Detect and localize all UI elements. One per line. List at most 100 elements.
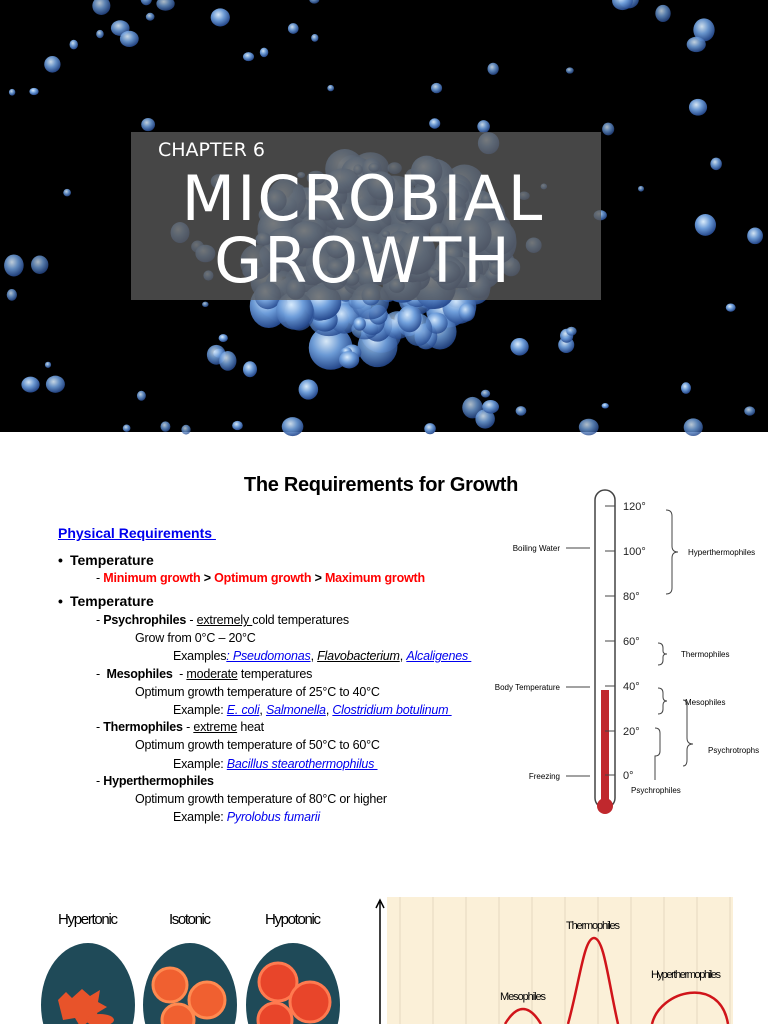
graph-bg xyxy=(387,897,733,1024)
blob xyxy=(683,418,703,437)
right-label: Thermophiles xyxy=(681,650,729,659)
text-run: Example: xyxy=(173,703,227,717)
text-run: , xyxy=(259,703,266,717)
text-run: , xyxy=(310,649,318,663)
blob xyxy=(747,227,763,245)
title-line: GROWTH xyxy=(214,224,512,297)
curve-label: Thermophiles xyxy=(566,920,621,932)
scale-label: 60° xyxy=(623,636,640,648)
cell-label: Isotonic xyxy=(169,911,212,928)
blob xyxy=(686,36,706,53)
text-run: - xyxy=(172,667,187,681)
blob xyxy=(44,361,52,368)
text-run: - xyxy=(96,613,104,627)
blob xyxy=(242,52,255,62)
text-line: - Thermophiles - extreme heat xyxy=(96,720,264,734)
text-line: - Mesophiles - moderate temperatures xyxy=(96,667,312,681)
text-line: Examples: Pseudomonas, Flavobacterium, A… xyxy=(173,649,471,663)
bullet-label: Temperature xyxy=(70,552,154,568)
blob xyxy=(181,424,191,435)
blob xyxy=(694,213,717,236)
blob xyxy=(510,337,529,356)
blob xyxy=(218,334,228,343)
text-line: - Minimum growth > Optimum growth > Maxi… xyxy=(96,571,425,585)
link[interactable]: : Pseudomonas xyxy=(226,649,311,663)
blob xyxy=(160,421,171,432)
blob xyxy=(311,34,319,42)
text-run: Psychrophiles xyxy=(103,613,187,627)
blob xyxy=(655,4,671,22)
blob xyxy=(688,98,708,116)
blob xyxy=(298,379,319,400)
left-label: Freezing xyxy=(529,772,560,781)
slide-title: The Requirements for Growth xyxy=(243,474,519,496)
scale-label: 20° xyxy=(623,726,640,738)
blob xyxy=(287,23,299,34)
blob xyxy=(693,18,715,42)
link[interactable]: Alcaligenes xyxy=(406,649,472,663)
text-line: - Hyperthermophiles xyxy=(96,774,214,788)
text-run: - xyxy=(96,667,107,681)
cell-label: Hypertonic xyxy=(58,911,119,928)
text-run: Mesophiles xyxy=(106,667,173,681)
right-label: Hyperthermophiles xyxy=(688,548,755,557)
text-run: Optimum growth temperature of 80°C or hi… xyxy=(135,792,387,806)
text-run: - xyxy=(96,571,104,585)
blob xyxy=(565,67,574,74)
text-run: Pyrolobus fumarii xyxy=(226,810,320,824)
text-run: heat xyxy=(237,720,264,734)
link[interactable]: Bacillus stearothermophilus xyxy=(226,757,378,771)
blob xyxy=(156,0,175,11)
link[interactable]: Flavobacterium xyxy=(317,649,400,663)
blob xyxy=(63,188,71,197)
text-run: Examples xyxy=(173,649,227,663)
blob xyxy=(482,399,499,414)
text-run: Grow from 0°C – 20°C xyxy=(135,631,256,645)
bullet-dot: • xyxy=(58,593,63,609)
blob xyxy=(210,8,230,27)
text-run: - xyxy=(96,774,104,788)
blob xyxy=(45,375,65,393)
blob xyxy=(515,406,527,416)
blob xyxy=(31,255,49,274)
scale-label: 120° xyxy=(623,501,646,513)
text-run: Optimum growth temperature of 50°C to 60… xyxy=(135,738,380,752)
blob xyxy=(601,403,609,409)
text-run: cold temperatures xyxy=(252,613,349,627)
bullet-label: Temperature xyxy=(70,593,154,609)
blob xyxy=(566,326,577,336)
blob xyxy=(8,88,16,96)
blob xyxy=(431,82,443,94)
text-run: - xyxy=(186,613,197,627)
text-run: Example: xyxy=(173,810,227,824)
blob xyxy=(202,301,209,308)
blob xyxy=(477,120,490,134)
blob xyxy=(680,382,691,394)
left-label: Boiling Water xyxy=(513,544,561,553)
blob xyxy=(309,0,320,4)
blob xyxy=(141,118,156,132)
blob xyxy=(424,423,436,435)
link[interactable]: E. coli xyxy=(226,703,260,717)
link[interactable]: Clostridium botulinum xyxy=(332,703,452,717)
blob xyxy=(397,305,422,333)
title-line: MICROBIAL xyxy=(182,162,545,235)
text-run: Thermophiles xyxy=(103,720,183,734)
blob xyxy=(458,302,476,322)
text-run: extremely xyxy=(196,613,253,627)
blob xyxy=(327,84,335,92)
blob xyxy=(480,389,491,398)
text-run: Minimum growth xyxy=(103,571,201,585)
link[interactable]: Salmonella xyxy=(265,703,326,717)
curve-label: Mesophiles xyxy=(500,991,547,1003)
text-run: Optimum growth xyxy=(214,571,312,585)
graph-grid xyxy=(399,897,731,1024)
text-run: temperatures xyxy=(237,667,313,681)
section-link[interactable]: Physical Requirements xyxy=(58,525,216,541)
blob xyxy=(136,390,146,401)
blob xyxy=(259,47,269,58)
text-run: Hyperthermophiles xyxy=(103,774,214,788)
title-box xyxy=(131,132,601,300)
blob xyxy=(92,0,111,15)
text-run: Optimum growth temperature of 25°C to 40… xyxy=(135,685,380,699)
